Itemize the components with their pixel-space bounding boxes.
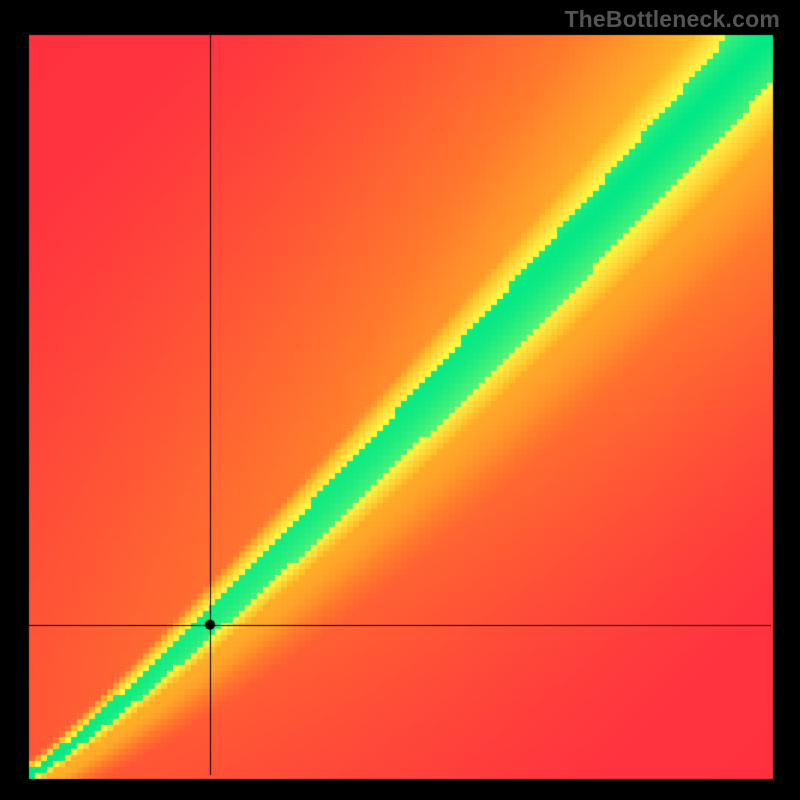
- chart-container: TheBottleneck.com: [0, 0, 800, 800]
- heatmap-canvas: [0, 0, 800, 800]
- watermark-text: TheBottleneck.com: [564, 6, 780, 33]
